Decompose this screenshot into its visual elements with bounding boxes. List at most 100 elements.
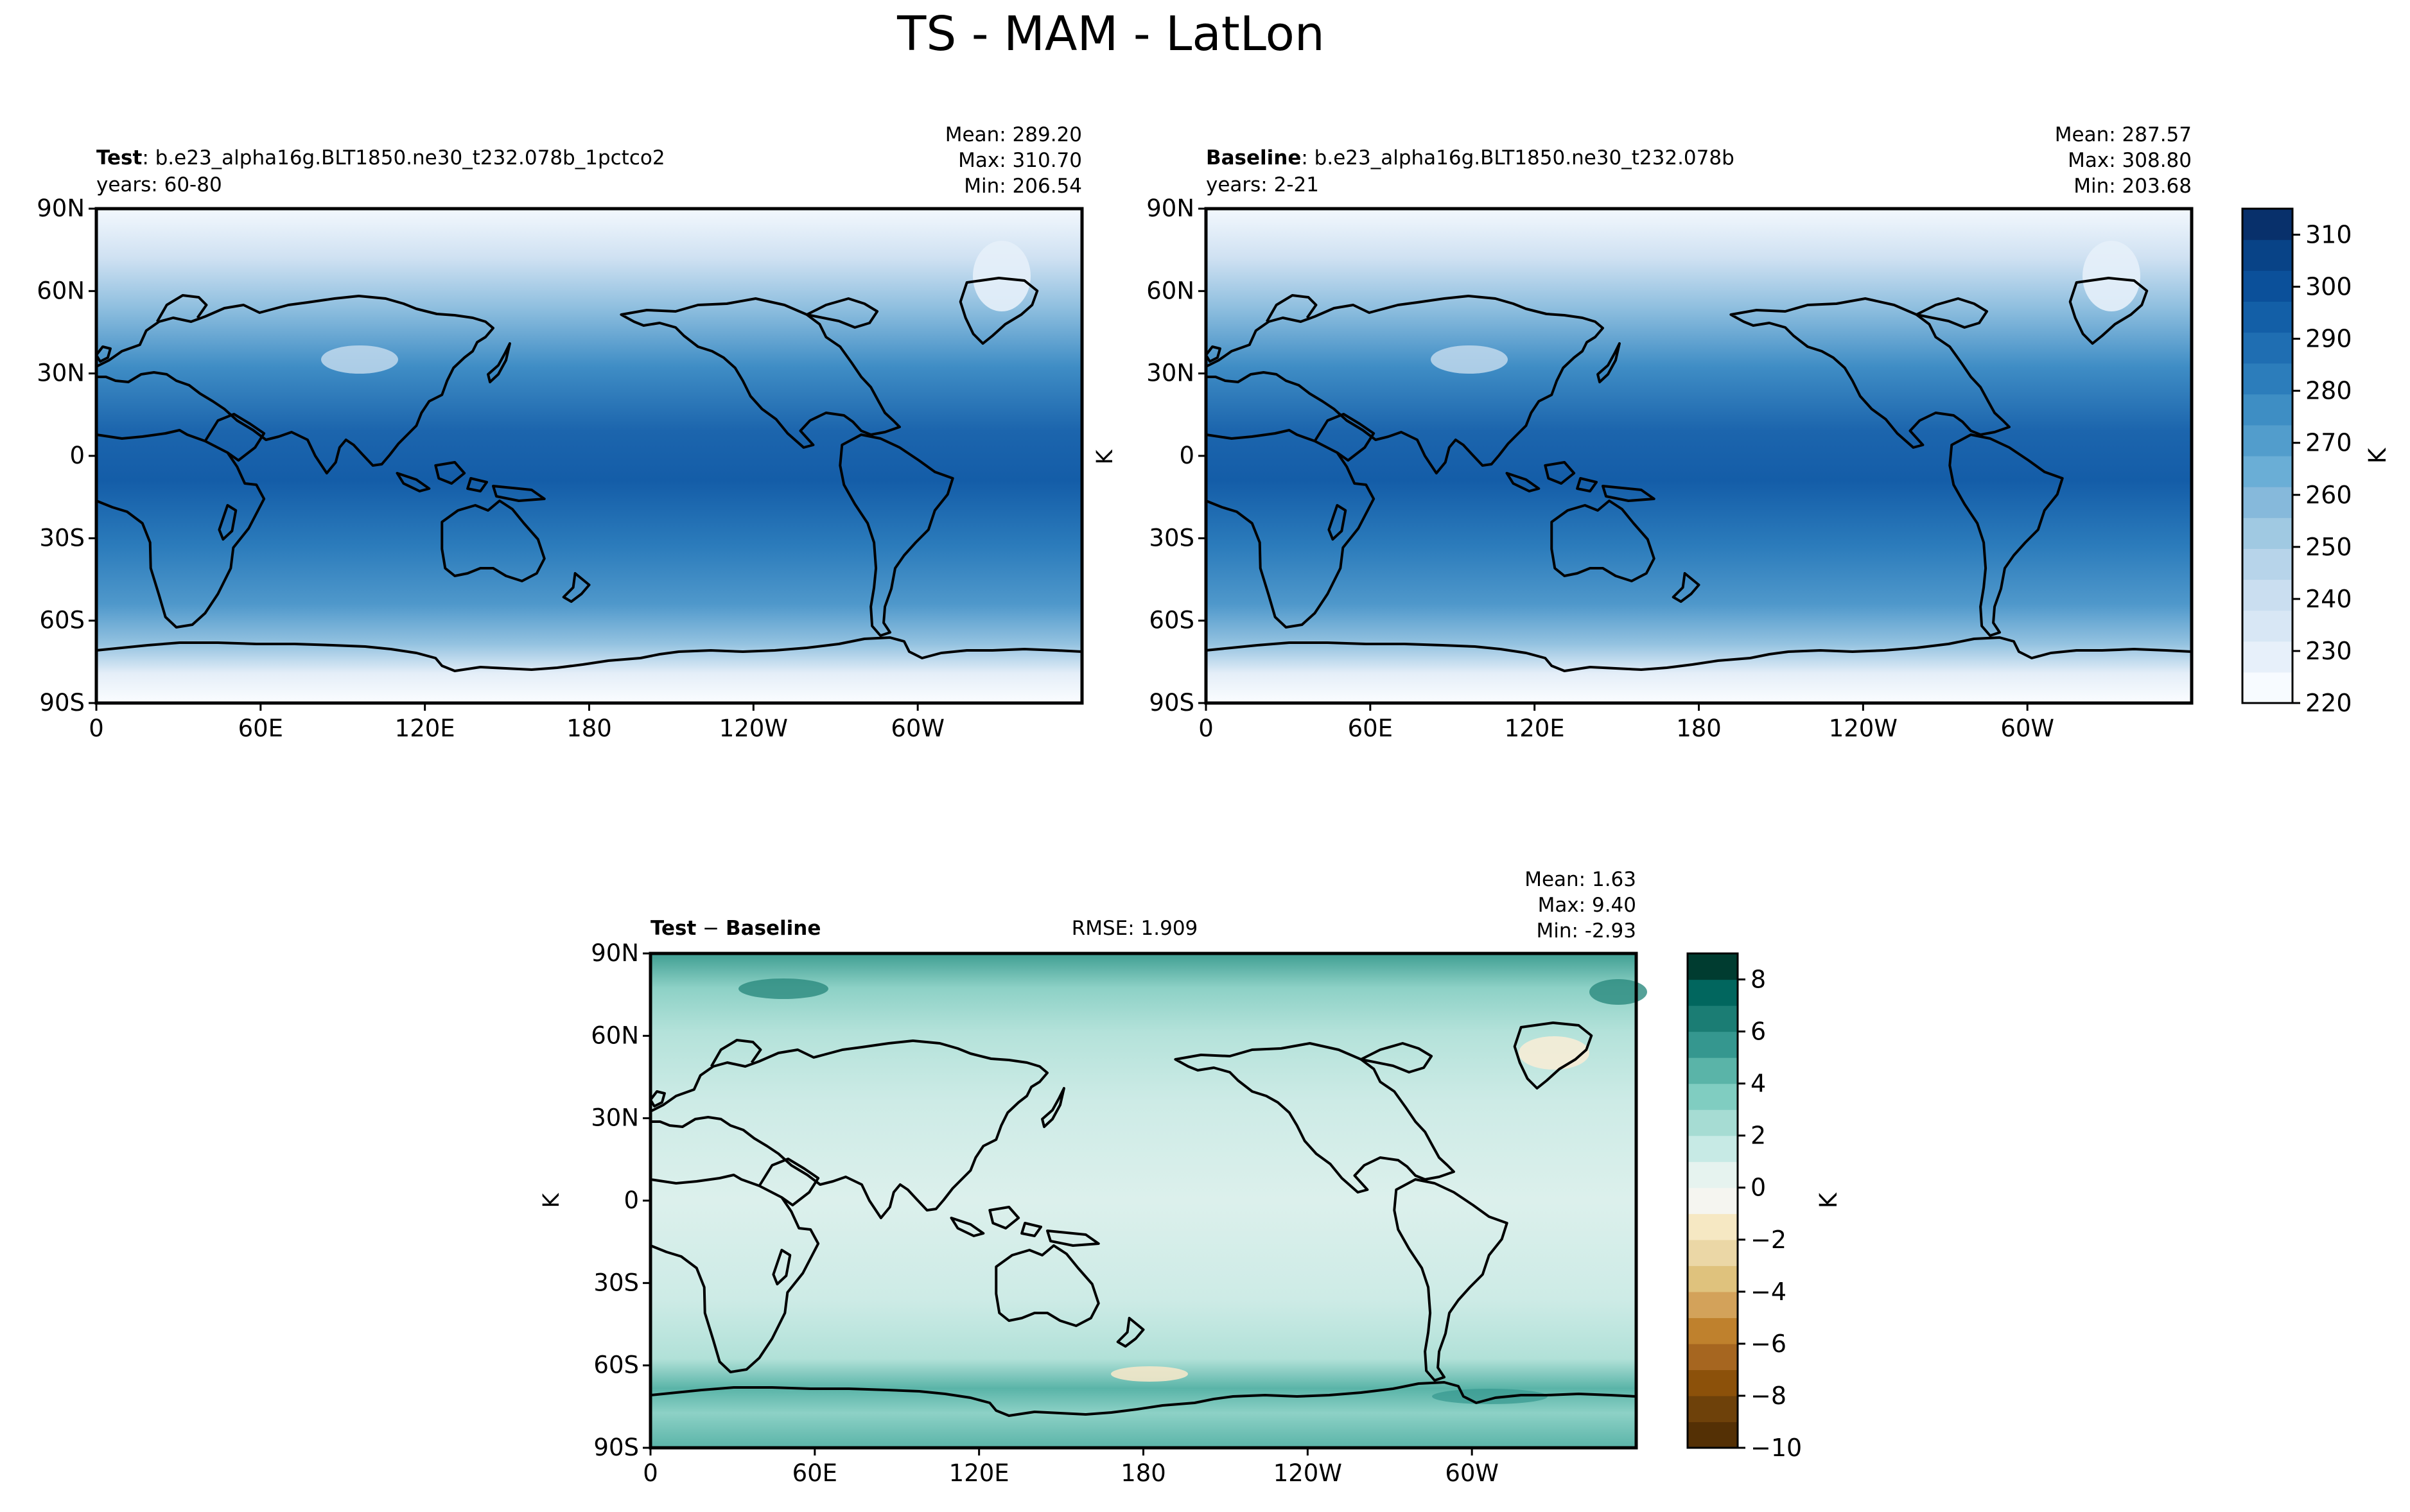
colorbar-band — [1688, 1161, 1738, 1188]
colorbar-band — [2242, 641, 2292, 673]
colorbar-tick-label: 250 — [2305, 533, 2352, 561]
diff-lat-tick-label: 60S — [593, 1351, 639, 1379]
colorbar-tick-label: 240 — [2305, 585, 2352, 613]
colorbar-difference: 8 6 4 2 0 −2 −4 −6 −8 −10 K — [1686, 952, 1842, 1462]
test-min: Min: 206.54 — [964, 175, 1082, 198]
baseline-lat-tick-label: 60N — [1146, 277, 1194, 304]
diff-lon-tick-label: 60E — [792, 1459, 837, 1487]
colorbar-tick-label: 8 — [1751, 966, 1766, 994]
colorbar-tick-label: 230 — [2305, 637, 2352, 665]
colorbar-band — [1688, 1421, 1738, 1448]
test-greenland-cold — [973, 241, 1031, 311]
diff-lat-tick-label: 90S — [593, 1434, 639, 1461]
baseline-tibet-plateau — [1431, 345, 1508, 374]
diff-lat-tick-label: 30N — [591, 1104, 639, 1132]
test-panel-label: Test: b.e23_alpha16g.BLT1850.ne30_t232.0… — [96, 146, 665, 169]
colorbar-band — [2242, 363, 2292, 395]
test-max: Max: 310.70 — [958, 149, 1082, 172]
baseline-min: Min: 203.68 — [2074, 175, 2192, 198]
diff-lat-tick-label: 0 — [624, 1186, 639, 1214]
baseline-ylabel: K — [1092, 449, 1118, 464]
test-lon-tick-label: 60W — [891, 715, 945, 742]
colorbar-band — [2242, 579, 2292, 611]
diff-arctic-warm-b — [1589, 979, 1647, 1005]
baseline-lat-tick-label: 30S — [1149, 524, 1194, 552]
test-lon-tick-label: 120W — [719, 715, 788, 742]
colorbar-band — [1688, 1083, 1738, 1110]
diff-labrador-cool — [1519, 1036, 1589, 1070]
colorbar-frame — [1686, 952, 1739, 1449]
colorbar-band — [1688, 1031, 1738, 1058]
test-lon-tick-label: 60E — [238, 715, 283, 742]
baseline-lat-tick-label: 0 — [1179, 442, 1194, 469]
colorbar-band — [1688, 1265, 1738, 1292]
colorbar-label: K — [1815, 1192, 1842, 1208]
test-lat-tick-label: 60N — [37, 277, 85, 304]
test-lat-tick-label: 30N — [37, 360, 85, 387]
baseline-years: years: 2-21 — [1206, 173, 1319, 196]
test-lat-tick-label: 90N — [37, 195, 85, 222]
colorbar-tick-label: −6 — [1751, 1330, 1786, 1358]
colorbar-band — [1688, 1369, 1738, 1396]
colorbar-band — [1688, 1239, 1738, 1266]
colorbar-tick-label: 6 — [1751, 1018, 1766, 1046]
baseline-greenland-cold — [2083, 241, 2140, 311]
test-lon-tick-label: 180 — [566, 715, 612, 742]
baseline-map-field — [1206, 209, 2192, 703]
baseline-lon-tick-label: 0 — [1198, 715, 1214, 742]
colorbar-band — [2242, 301, 2292, 333]
colorbar-absolute: 220 230 240 250 260 270 280 290 300 310 K — [2241, 207, 2391, 717]
baseline-lat-tick-label: 90S — [1149, 689, 1194, 717]
test-lon-tick-label: 0 — [89, 715, 104, 742]
colorbar-band — [2242, 332, 2292, 364]
diff-min: Min: -2.93 — [1536, 919, 1636, 943]
baseline-lat-tick-label: 30N — [1146, 360, 1194, 387]
baseline-lon-tick-label: 60E — [1348, 715, 1393, 742]
colorbar-tick-label: −4 — [1751, 1278, 1786, 1306]
colorbar-tick-label: 2 — [1751, 1122, 1766, 1150]
colorbar-band — [1688, 1291, 1738, 1318]
colorbar-tick-label: 270 — [2305, 429, 2352, 457]
test-mean: Mean: 289.20 — [945, 123, 1082, 146]
colorbar-tick-label: 300 — [2305, 273, 2352, 301]
colorbar-band — [1688, 1005, 1738, 1032]
baseline-lon-tick-label: 60W — [2000, 715, 2054, 742]
colorbar-tick-label: 4 — [1751, 1070, 1766, 1098]
figure-title: TS - MAM - LatLon — [896, 6, 1325, 62]
baseline-lat-tick-label: 60S — [1149, 607, 1194, 634]
colorbar-label: K — [2364, 447, 2391, 464]
diff-map-field — [651, 953, 1636, 1448]
colorbar-band — [2242, 209, 2292, 240]
diff-lon-tick-label: 120E — [949, 1459, 1009, 1487]
diff-lon-tick-label: 180 — [1121, 1459, 1166, 1487]
colorbar-frame — [2241, 207, 2294, 704]
diff-mean: Mean: 1.63 — [1524, 868, 1636, 891]
diff-antarctic-cool — [1111, 1366, 1188, 1382]
diff-lon-tick-label: 0 — [643, 1459, 658, 1487]
diff-lat-tick-label: 30S — [593, 1269, 639, 1296]
colorbar-band — [2242, 456, 2292, 487]
colorbar-band — [1688, 1213, 1738, 1240]
colorbar-band — [2242, 394, 2292, 426]
diff-lat-tick-label: 60N — [591, 1021, 639, 1049]
baseline-lon-tick-label: 180 — [1676, 715, 1722, 742]
colorbar-band — [1688, 979, 1738, 1006]
diff-rmse: RMSE: 1.909 — [1072, 917, 1198, 940]
baseline-panel: Baseline: b.e23_alpha16g.BLT1850.ne30_t2… — [1092, 123, 2194, 705]
colorbar-band — [1688, 953, 1738, 980]
colorbar-band — [1688, 1343, 1738, 1371]
baseline-lon-tick-label: 120E — [1505, 715, 1565, 742]
diff-panel-label: Test − Baseline — [651, 917, 821, 940]
test-map-field — [96, 209, 1082, 703]
baseline-max: Max: 308.80 — [2068, 149, 2192, 172]
colorbar-tick-label: 310 — [2305, 221, 2352, 249]
diff-lat-tick-label: 90N — [591, 939, 639, 967]
diff-panel: Test − Baseline RMSE: 1.909 Mean: 1.63 M… — [539, 868, 1647, 1450]
colorbar-tick-label: −8 — [1751, 1382, 1786, 1410]
colorbar-tick-label: 220 — [2305, 689, 2352, 717]
colorbar-band — [2242, 517, 2292, 549]
colorbar-tick-label: −2 — [1751, 1226, 1786, 1254]
colorbar-band — [1688, 1109, 1738, 1136]
test-lat-tick-label: 0 — [69, 442, 85, 469]
